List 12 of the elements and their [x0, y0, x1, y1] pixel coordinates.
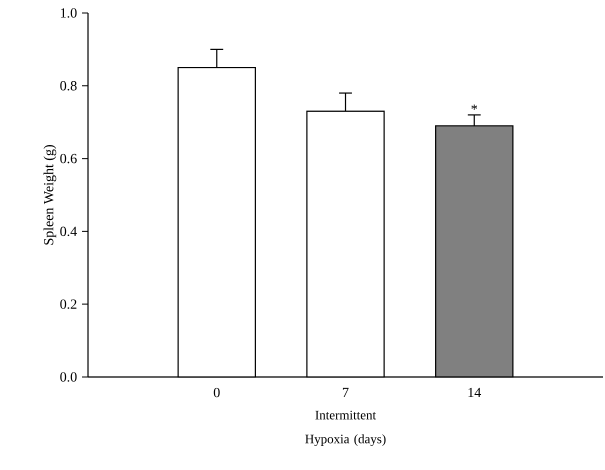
annotation: * — [471, 104, 478, 110]
y-tick-label: 0.6 — [60, 154, 77, 164]
x-tick-label: 0 — [214, 388, 220, 398]
x-tick-label: 14 — [468, 388, 482, 398]
y-tick-label: 0.0 — [60, 372, 77, 382]
y-tick-label: 0.4 — [60, 226, 77, 236]
y-axis-title: Spleen Weight (g) — [44, 145, 56, 245]
y-tick-label: 0.8 — [60, 81, 77, 91]
y-tick-label: 0.2 — [60, 299, 76, 309]
y-tick-label: 1.0 — [60, 8, 77, 18]
x-tick-label: 7 — [342, 388, 349, 397]
x-axis-title: Intermittent Hypoxia (days) — [305, 410, 386, 446]
